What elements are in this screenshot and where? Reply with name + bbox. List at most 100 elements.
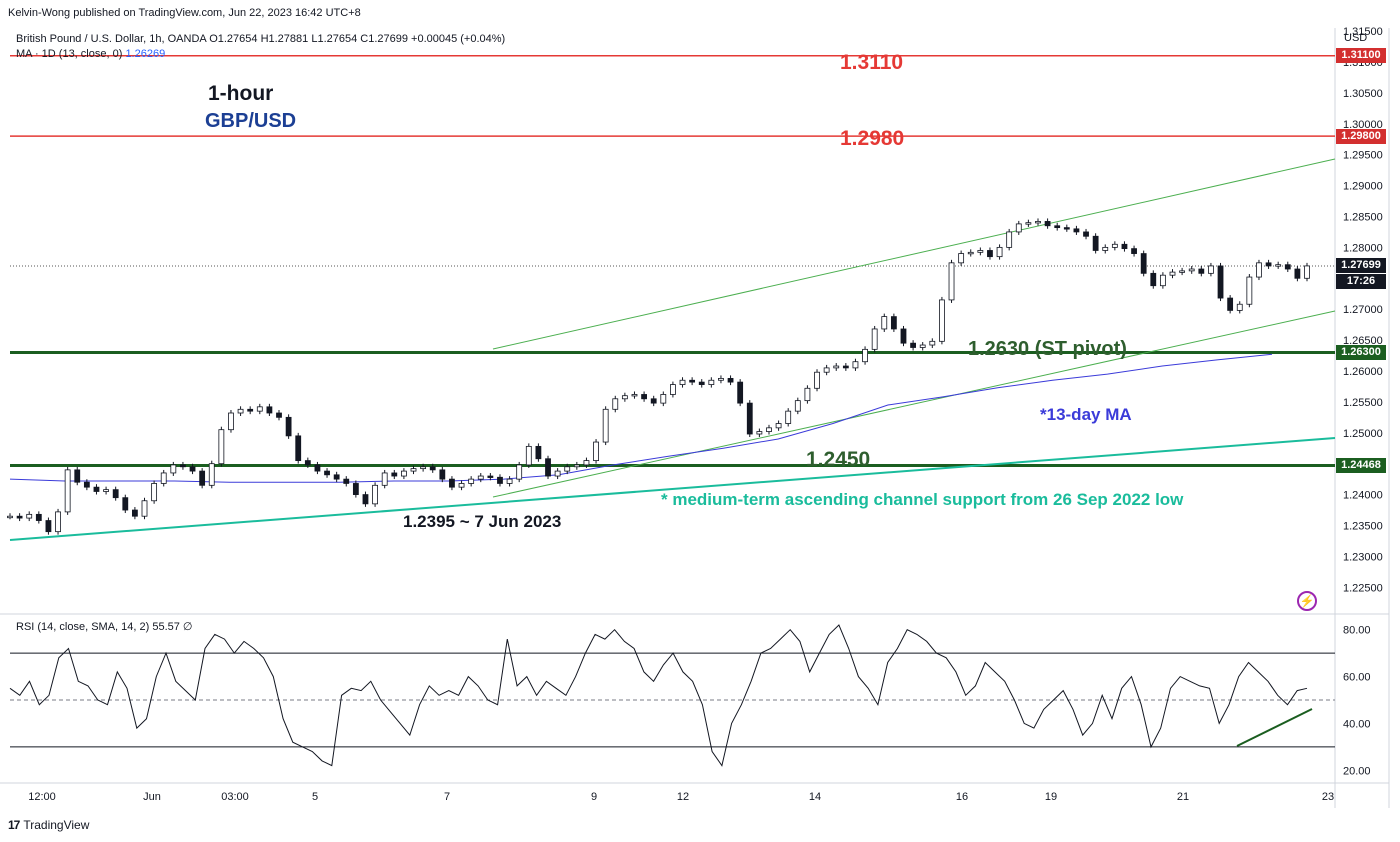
candle-body — [708, 379, 715, 385]
candle-body — [1150, 272, 1157, 287]
tradingview-brand[interactable]: 17 TradingView — [8, 818, 89, 832]
candle-body — [189, 466, 196, 472]
rsi-line — [9, 624, 1308, 767]
rsi-tick-label: 40.00 — [1343, 718, 1371, 730]
price-tick-label: 1.23000 — [1343, 551, 1383, 563]
price-tag: 1.27699 — [1336, 258, 1386, 274]
rsi-tick-label: 20.00 — [1343, 765, 1371, 777]
tradingview-logo-icon: 17 — [8, 818, 20, 832]
candle-body — [64, 469, 71, 513]
price-tick-label: 1.25500 — [1343, 397, 1383, 409]
candle-body — [554, 470, 561, 477]
candle-body — [170, 464, 177, 474]
candle-body — [314, 464, 321, 472]
candle-body — [516, 464, 523, 480]
candle-body — [689, 379, 696, 383]
candle-body — [785, 410, 792, 424]
symbol-legend: British Pound / U.S. Dollar, 1h, OANDA O… — [16, 33, 506, 45]
candle-body — [362, 494, 369, 505]
candle-body — [420, 466, 427, 470]
candle-body — [468, 478, 475, 484]
candle-body — [256, 406, 263, 412]
candle-body — [631, 394, 638, 397]
pair-label: GBP/USD — [205, 110, 297, 132]
candle-body — [660, 394, 667, 404]
candle-body — [871, 328, 878, 350]
candle-body — [564, 466, 571, 472]
candle-body — [593, 441, 599, 461]
price-tick-label: 1.26000 — [1343, 366, 1383, 378]
candle-body — [766, 427, 772, 432]
candle-body — [381, 472, 388, 486]
candle-body — [324, 470, 330, 476]
candle-body — [1208, 265, 1214, 274]
channel-annotation: * medium-term ascending channel support … — [661, 490, 1184, 509]
candle-body — [929, 340, 936, 346]
price-tick-label: 1.26500 — [1343, 335, 1383, 347]
candle-body — [1159, 274, 1166, 287]
candle-body — [1025, 222, 1032, 225]
candle-body — [1131, 248, 1137, 254]
candle-body — [621, 395, 628, 400]
candle-body — [180, 464, 186, 468]
rsi-legend: RSI (14, close, SMA, 14, 2) 55.57 ∅ — [16, 621, 193, 633]
candle-body — [1236, 303, 1243, 311]
candle-body — [1092, 235, 1099, 251]
candle-body — [833, 365, 840, 369]
price-tick-label: 1.28000 — [1343, 242, 1383, 254]
candle-body — [304, 460, 311, 466]
candle-body — [1284, 264, 1291, 270]
candle-body — [7, 515, 13, 519]
ma-legend-value: 1.26269 — [125, 48, 166, 60]
candle-body — [401, 470, 407, 477]
candle-body — [881, 316, 888, 330]
currency-label: USD — [1344, 32, 1367, 44]
rsi-tick-label: 60.00 — [1343, 672, 1371, 684]
candle-body — [948, 262, 955, 301]
rsi-trend-line — [1236, 708, 1313, 747]
candle-body — [650, 398, 657, 404]
candle-body — [237, 408, 244, 414]
candle-body — [862, 348, 868, 363]
candle-body — [1063, 227, 1070, 230]
candle-body — [1035, 221, 1041, 224]
time-tick-label: 9 — [591, 791, 597, 803]
candle-body — [276, 412, 282, 418]
candle-body — [900, 328, 907, 344]
candle-body — [996, 246, 1003, 258]
candle-body — [74, 469, 81, 483]
candle-body — [103, 489, 109, 492]
candle-body — [1054, 225, 1061, 229]
candle-body — [410, 468, 417, 472]
lightning-icon[interactable]: ⚡ — [1297, 591, 1317, 611]
time-tick-label: 5 — [312, 791, 318, 803]
candle-body — [977, 250, 984, 253]
candle-body — [1198, 268, 1205, 274]
candle-body — [55, 511, 61, 533]
low-annotation: 1.2395 ~ 7 Jun 2023 — [403, 512, 562, 531]
candle-body — [1275, 264, 1282, 267]
candle-body — [1015, 223, 1022, 233]
price-tick-label: 1.27000 — [1343, 304, 1383, 316]
candle-body — [199, 470, 206, 486]
candle-body — [910, 342, 916, 348]
candle-body — [131, 509, 138, 517]
candle-body — [487, 475, 494, 478]
candle-body — [112, 489, 119, 499]
candle-body — [573, 464, 580, 468]
candle-body — [391, 472, 398, 477]
time-tick-label: 21 — [1177, 791, 1189, 803]
candle-body — [641, 394, 647, 400]
candle-body — [218, 429, 225, 465]
candle-body — [679, 379, 686, 385]
candle-body — [1188, 268, 1195, 272]
ma-annotation: *13-day MA — [1040, 405, 1132, 424]
candle-body — [35, 513, 42, 521]
candle-body — [439, 469, 446, 480]
candle-body — [266, 406, 273, 414]
candle-body — [1073, 228, 1080, 233]
countdown-tag: 17:26 — [1336, 273, 1386, 289]
pivot-label: 1.2630 (ST pivot) — [968, 338, 1127, 360]
channel-lower-line — [492, 310, 1336, 498]
